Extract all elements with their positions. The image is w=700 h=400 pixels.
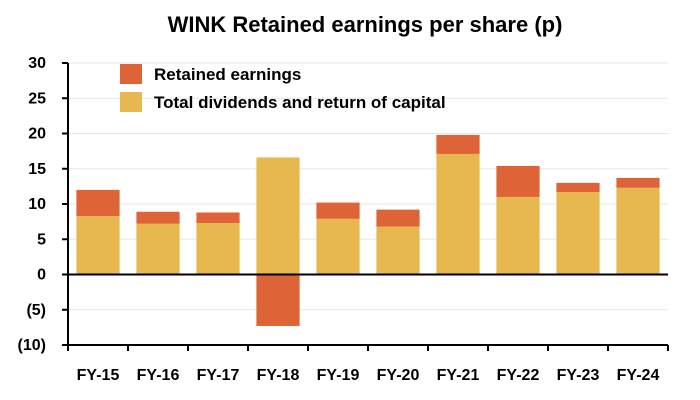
y-tick-label: 10 [28,196,46,213]
bar-retained-earnings-fy-23 [556,182,600,193]
bar-total-dividends-and-return-of-capital-fy-20 [376,226,420,275]
bar-retained-earnings-fy-20 [376,209,420,227]
y-tick-label: 30 [28,55,46,72]
bar-total-dividends-and-return-of-capital-fy-24 [616,187,660,275]
x-tick-labels: FY-15 FY-16 FY-17 FY-18 FY-19 FY-20 FY-21 FY-22… [77,367,660,384]
x-tick-label: FY-23 [557,367,600,384]
bar-retained-earnings-fy-16 [136,211,180,224]
legend-swatch-retained-earnings [120,64,142,84]
bar-retained-earnings-fy-24 [616,177,660,188]
bar-total-dividends-and-return-of-capital-fy-21 [436,153,480,275]
x-tick-label: FY-15 [77,367,120,384]
x-tick-label: FY-19 [317,367,360,384]
y-tick-label: 0 [37,267,46,284]
bar-retained-earnings-fy-21 [436,134,480,154]
chart-title: WINK Retained earnings per share (p) [168,12,563,37]
bar-total-dividends-and-return-of-capital-fy-17 [196,223,240,275]
y-tick-labels: 30 25 20 15 10 5 0 (5) (10) [18,55,47,354]
bar-total-dividends-and-return-of-capital-fy-22 [496,196,540,275]
axes [62,62,669,351]
legend-label-total-dividends-and-return-of-capital: Total dividends and return of capital [154,93,446,112]
bar-retained-earnings-fy-19 [316,202,360,219]
y-tick-label: 25 [28,90,46,107]
bar-total-dividends-and-return-of-capital-fy-19 [316,218,360,275]
bar-total-dividends-and-return-of-capital-fy-18 [256,157,300,275]
bar-retained-earnings-fy-17 [196,212,240,224]
x-tick-label: FY-22 [497,367,540,384]
x-tick-label: FY-21 [437,367,480,384]
x-tick-label: FY-20 [377,367,420,384]
x-tick-label: FY-18 [257,367,300,384]
y-tick-label: 5 [37,231,46,248]
x-tick-label: FY-16 [137,367,180,384]
bar-total-dividends-and-return-of-capital-fy-16 [136,223,180,275]
bar-retained-earnings-fy-18 [256,274,300,326]
legend-swatch-total-dividends-and-return-of-capital [120,92,142,112]
bar-retained-earnings-fy-22 [496,165,540,197]
y-tick-label: 15 [28,161,46,178]
x-tick-label: FY-17 [197,367,240,384]
bars [76,134,660,326]
y-tick-label: 20 [28,126,46,143]
bar-retained-earnings-fy-15 [76,189,120,216]
bar-total-dividends-and-return-of-capital-fy-23 [556,192,600,275]
bar-total-dividends-and-return-of-capital-fy-15 [76,215,120,275]
x-tick-label: FY-24 [617,367,660,384]
y-tick-label: (5) [26,302,46,319]
legend: Retained earnings Total dividends and ret… [120,64,446,112]
y-tick-label: (10) [18,337,46,354]
legend-label-retained-earnings: Retained earnings [154,65,301,84]
